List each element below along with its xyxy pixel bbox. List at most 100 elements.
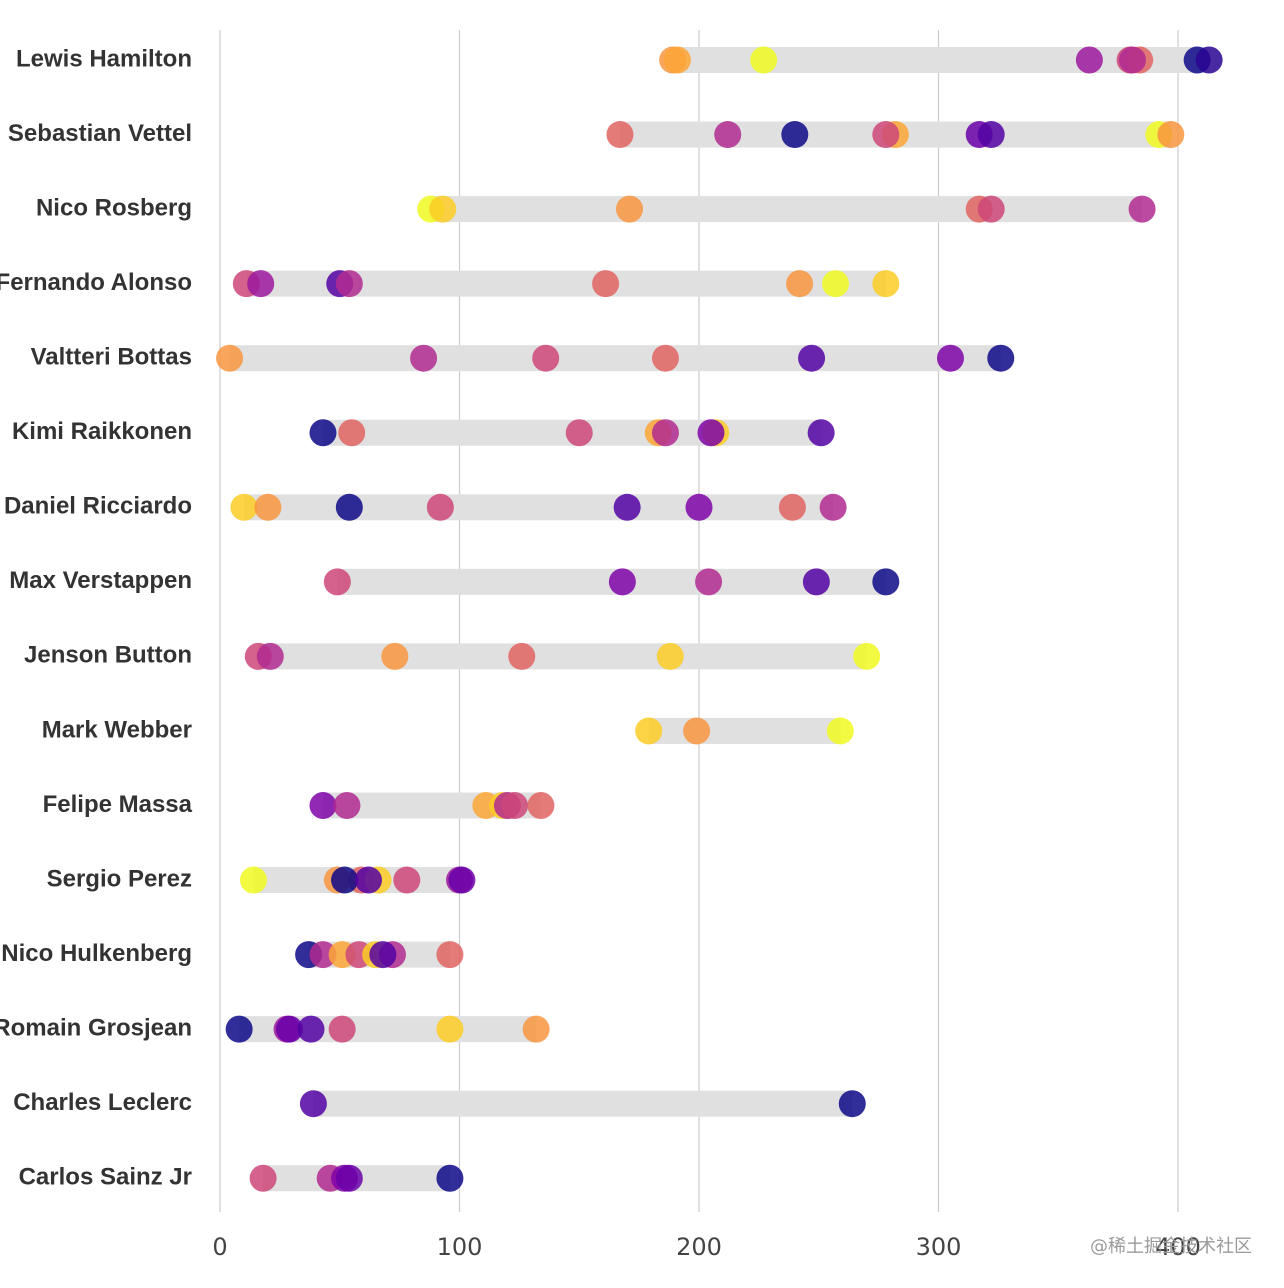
dot-carlos-sainz-jr-0 xyxy=(249,1164,277,1192)
dot-mark-webber-0 xyxy=(635,717,663,745)
dot-valtteri-bottas-1 xyxy=(410,344,438,372)
dot-jenson-button-2 xyxy=(381,642,409,670)
dot-nico-rosberg-4 xyxy=(977,195,1005,223)
dot-jenson-button-5 xyxy=(853,642,881,670)
dot-kimi-raikkonen-1 xyxy=(338,419,366,447)
driver-label-mark-webber: Mark Webber xyxy=(42,716,192,743)
dot-fernando-alonso-1 xyxy=(247,270,275,298)
dot-fernando-alonso-5 xyxy=(786,270,814,298)
x-tick-label-200: 200 xyxy=(676,1233,722,1261)
driver-label-sebastian-vettel: Sebastian Vettel xyxy=(8,120,192,147)
driver-labels: Lewis Hamilton Sebastian Vettel Nico Rosbe… xyxy=(0,45,193,1190)
dot-kimi-raikkonen-0 xyxy=(309,419,337,447)
dot-charles-leclerc-1 xyxy=(838,1090,866,1118)
dot-max-verstappen-3 xyxy=(802,568,830,596)
dot-daniel-ricciardo-2 xyxy=(335,493,363,521)
x-tick-label-0: 0 xyxy=(212,1233,227,1261)
dot-nico-rosberg-5 xyxy=(1128,195,1156,223)
driver-label-fernando-alonso: Fernando Alonso xyxy=(0,269,192,296)
dot-nico-hulkenberg-7 xyxy=(436,941,464,969)
dot-kimi-raikkonen-2 xyxy=(565,419,593,447)
dot-carlos-sainz-jr-3 xyxy=(335,1164,363,1192)
dot-sergio-perez-0 xyxy=(240,866,268,894)
dot-daniel-ricciardo-7 xyxy=(819,493,847,521)
dot-jenson-button-4 xyxy=(656,642,684,670)
dot-kimi-raikkonen-7 xyxy=(807,419,835,447)
dot-max-verstappen-1 xyxy=(608,568,636,596)
dot-sebastian-vettel-4 xyxy=(872,121,900,149)
range-bar-nico-rosberg xyxy=(430,196,1143,223)
dot-carlos-sainz-jr-4 xyxy=(436,1164,464,1192)
dot-daniel-ricciardo-3 xyxy=(426,493,454,521)
x-tick-label-400: 400 xyxy=(1155,1233,1201,1261)
dot-nico-hulkenberg-6 xyxy=(369,941,397,969)
dot-sebastian-vettel-1 xyxy=(714,121,742,149)
dot-fernando-alonso-6 xyxy=(822,270,850,298)
dot-valtteri-bottas-2 xyxy=(532,344,560,372)
dot-valtteri-bottas-4 xyxy=(798,344,826,372)
watermark: @稀土掘金技术社区 xyxy=(1090,1236,1252,1257)
range-bar-daniel-ricciardo xyxy=(243,494,834,521)
dot-mark-webber-2 xyxy=(826,717,854,745)
driver-label-sergio-perez: Sergio Perez xyxy=(47,865,192,892)
dot-max-verstappen-0 xyxy=(323,568,351,596)
dot-sergio-perez-6 xyxy=(393,866,421,894)
dot-lewis-hamilton-3 xyxy=(1075,46,1103,74)
driver-label-romain-grosjean: Romain Grosjean xyxy=(0,1014,192,1041)
driver-label-nico-hulkenberg: Nico Hulkenberg xyxy=(1,940,192,967)
driver-label-charles-leclerc: Charles Leclerc xyxy=(13,1089,192,1116)
range-bar-valtteri-bottas xyxy=(229,345,1001,372)
dot-nico-hulkenberg-1 xyxy=(309,941,337,969)
driver-label-felipe-massa: Felipe Massa xyxy=(43,791,193,818)
dot-felipe-massa-6 xyxy=(527,792,555,819)
x-tick-label-100: 100 xyxy=(437,1233,483,1261)
dot-fernando-alonso-7 xyxy=(872,270,900,298)
dot-nico-rosberg-2 xyxy=(616,195,644,223)
dot-romain-grosjean-3 xyxy=(297,1015,325,1043)
dot-lewis-hamilton-1 xyxy=(663,46,691,74)
dot-fernando-alonso-4 xyxy=(592,270,620,298)
dot-felipe-massa-5 xyxy=(501,792,529,819)
driver-label-kimi-raikkonen: Kimi Raikkonen xyxy=(12,418,192,445)
dot-lewis-hamilton-8 xyxy=(1195,46,1223,74)
dot-sergio-perez-8 xyxy=(448,866,476,894)
dot-romain-grosjean-2 xyxy=(275,1015,303,1043)
data-dots xyxy=(216,46,1223,1192)
range-bars xyxy=(229,47,1210,1192)
dot-felipe-massa-1 xyxy=(333,792,361,819)
dot-felipe-massa-0 xyxy=(309,792,337,819)
dot-fernando-alonso-3 xyxy=(335,270,363,298)
dot-daniel-ricciardo-0 xyxy=(230,493,258,521)
driver-label-jenson-button: Jenson Button xyxy=(24,642,192,669)
dot-romain-grosjean-0 xyxy=(225,1015,253,1043)
gridlines xyxy=(219,30,1179,1212)
range-bar-charles-leclerc xyxy=(313,1090,853,1117)
dot-charles-leclerc-0 xyxy=(299,1090,327,1118)
dot-romain-grosjean-4 xyxy=(328,1015,356,1043)
dot-sebastian-vettel-0 xyxy=(606,121,634,149)
dot-romain-grosjean-6 xyxy=(522,1015,550,1043)
dot-jenson-button-3 xyxy=(508,642,536,670)
dot-sebastian-vettel-6 xyxy=(977,121,1005,149)
dot-lewis-hamilton-2 xyxy=(750,46,778,74)
driver-label-nico-rosberg: Nico Rosberg xyxy=(36,194,192,221)
dot-sebastian-vettel-2 xyxy=(781,121,809,149)
dot-kimi-raikkonen-4 xyxy=(651,419,679,447)
dot-romain-grosjean-5 xyxy=(436,1015,464,1043)
dot-daniel-ricciardo-5 xyxy=(685,493,713,521)
dot-sebastian-vettel-8 xyxy=(1157,121,1185,149)
dot-nico-rosberg-1 xyxy=(429,195,457,223)
x-axis-ticks: 0 100 200 300 400 xyxy=(212,1233,1201,1261)
dot-daniel-ricciardo-6 xyxy=(778,493,806,521)
dot-max-verstappen-2 xyxy=(695,568,723,596)
dot-sergio-perez-4 xyxy=(331,866,359,894)
dot-daniel-ricciardo-1 xyxy=(254,493,282,521)
dot-sergio-perez-5 xyxy=(354,866,382,894)
dot-daniel-ricciardo-4 xyxy=(613,493,641,521)
dot-lewis-hamilton-6 xyxy=(1118,46,1146,74)
dot-valtteri-bottas-6 xyxy=(987,344,1015,372)
driver-label-max-verstappen: Max Verstappen xyxy=(9,567,192,594)
range-bar-jenson-button xyxy=(258,643,867,670)
dot-mark-webber-1 xyxy=(683,717,711,745)
